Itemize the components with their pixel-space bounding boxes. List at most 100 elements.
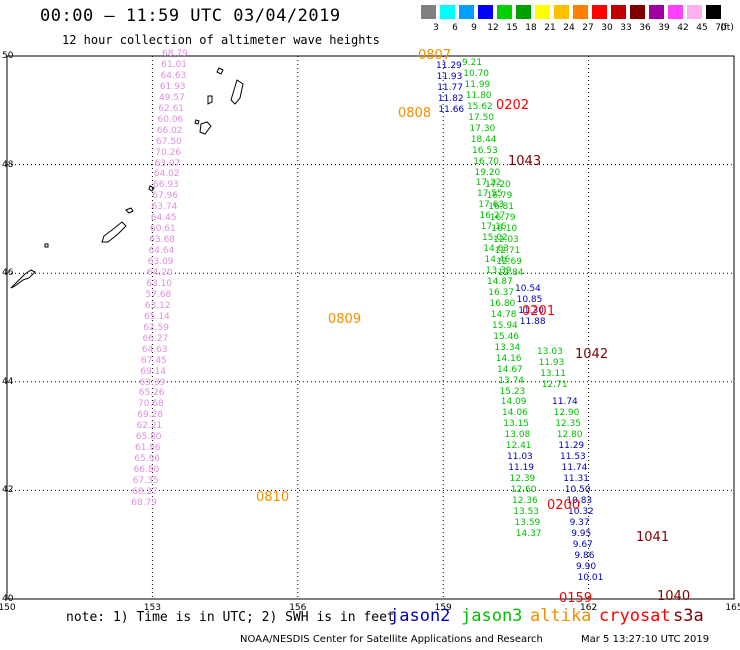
scale-label: 3 <box>433 23 439 33</box>
swh-label-cryosat: 69.14 <box>140 366 167 377</box>
swh-label-jason3: 17.55 <box>477 189 503 200</box>
swh-label-jason3: 15.23 <box>499 386 526 397</box>
swh-label-jason3c: 11.93 <box>538 358 565 368</box>
pass-time-label: 1041 <box>636 530 670 545</box>
swh-label-cryosat: 61.01 <box>161 59 188 70</box>
swh-label-jason3c: 13.03 <box>537 347 563 357</box>
swh-label-jason3: 14.06 <box>502 408 528 419</box>
pass-time-label: 0202 <box>496 98 530 113</box>
scale-label: 33 <box>620 23 632 33</box>
swh-label-cryosat: 64.63 <box>160 70 187 81</box>
swh-label-jason3b: 12.03 <box>493 235 519 245</box>
swh-label-cryosat: 61.86 <box>135 443 161 454</box>
swh-label-cryosat: 65.14 <box>144 311 170 322</box>
swh-label-jason2c: 10.50 <box>564 485 591 495</box>
swh-label-jason2c: 10.83 <box>566 496 593 506</box>
coastline <box>207 95 213 105</box>
scale-label: 21 <box>544 23 556 33</box>
map-frame <box>6 55 735 600</box>
swh-label-jason3: 17.50 <box>468 112 495 123</box>
swh-label-jason2c: 9.86 <box>574 551 595 561</box>
swh-label-cryosat: 70.68 <box>138 399 164 410</box>
swh-label-jason2c: 10.01 <box>577 573 604 583</box>
swh-label-jason3: 15.94 <box>492 320 518 331</box>
scale-label: 15 <box>506 23 518 33</box>
swh-label-jason3: 13.53 <box>513 506 540 517</box>
scale-swatch <box>421 5 436 19</box>
swh-label-cryosat: 61.93 <box>159 81 186 92</box>
scale-swatch <box>630 5 645 19</box>
swh-label-jason3: 13.34 <box>494 342 521 353</box>
swh-label-jason2a: 11.93 <box>436 71 463 82</box>
swh-label-cryosat: 57.68 <box>145 289 172 300</box>
swh-label-jason3: 16.53 <box>472 145 498 156</box>
swh-label-cryosat: 64.64 <box>148 246 175 257</box>
swh-label-jason3: 14.63 <box>483 244 510 255</box>
swh-label-jason2c: 12.90 <box>553 408 580 418</box>
page-title: 00:00 – 11:59 UTC 03/04/2019 <box>40 6 341 26</box>
swh-label-jason3b: 16.79 <box>486 191 513 201</box>
swh-label-cryosat: 63.74 <box>151 202 178 213</box>
swh-label-cryosat: 67.50 <box>156 136 182 147</box>
swh-label-jason3: 12.36 <box>512 496 538 506</box>
swh-label-jason3: 19.20 <box>474 167 501 178</box>
swh-label-cryosat: 62.21 <box>136 421 163 432</box>
swh-label-cryosat: 65.80 <box>135 432 162 443</box>
scale-swatch <box>554 5 569 19</box>
swh-label-jason2a: 11.77 <box>437 82 463 93</box>
swh-label-jason3: 14.87 <box>487 277 513 287</box>
legend-jason2: jason2 <box>389 606 451 626</box>
scale-swatch <box>573 5 588 19</box>
swh-label-jason2c: 9.95 <box>571 529 592 539</box>
swh-label-jason2c: 11.74 <box>561 463 588 473</box>
swh-label-jason3c: 12.71 <box>541 380 568 390</box>
swh-label-cryosat: 66.80 <box>133 465 160 476</box>
swh-label-jason3: 13.08 <box>504 430 531 441</box>
pass-time-label: 1040 <box>657 589 691 604</box>
scale-label: 24 <box>563 23 575 33</box>
swh-label-jason3b: 12.71 <box>494 246 521 256</box>
swh-label-cryosat: 67.35 <box>132 476 159 487</box>
swh-label-jason3: 11.99 <box>464 79 491 90</box>
swh-label-cryosat: 63.07 <box>154 158 181 169</box>
scale-label: 6 <box>452 23 458 33</box>
scale-swatch <box>592 5 607 19</box>
pass-time-label: 0809 <box>328 312 362 327</box>
swh-label-cryosat: 66.93 <box>153 180 179 191</box>
scale-label: 18 <box>525 23 537 33</box>
credit-text: NOAA/NESDIS Center for Satellite Applica… <box>240 634 543 645</box>
swh-label-jason2a: 11.82 <box>437 93 464 104</box>
lat-tick-label: 42 <box>2 485 14 496</box>
swh-label-jason3: 11.03 <box>507 452 533 463</box>
swh-label-jason3: 15.46 <box>493 331 520 342</box>
scale-label: 30 <box>601 23 613 33</box>
scale-swatch <box>516 5 531 19</box>
lon-tick-label: 162 <box>580 603 598 613</box>
swh-label-jason3: 14.67 <box>497 364 523 375</box>
coastline <box>148 185 155 192</box>
pass-time-label: 0201 <box>522 304 556 319</box>
legend-jason3: jason3 <box>461 606 523 626</box>
swh-label-jason3: 10.70 <box>463 68 490 79</box>
swh-label-jason3: 12.60 <box>510 485 537 496</box>
pass-time-label: 0159 <box>559 591 593 606</box>
swh-label-jason2c: 11.31 <box>563 474 589 484</box>
scale-unit: (ft) <box>720 23 734 33</box>
swh-label-cryosat: 68.79 <box>131 497 158 508</box>
swh-label-jason3b: 17.20 <box>485 180 511 190</box>
coastline <box>10 269 36 289</box>
swh-label-cryosat: 60.61 <box>150 224 176 235</box>
lon-tick-label: 165 <box>725 603 740 613</box>
swh-label-cryosat: 65.26 <box>138 388 165 399</box>
swh-label-jason3: 16.80 <box>489 298 516 309</box>
swh-label-jason2b: 11.30 <box>518 306 544 316</box>
swh-label-jason3: 14.46 <box>484 255 511 266</box>
scale-label: 9 <box>471 23 477 33</box>
footer-note: note: 1) Time is in UTC; 2) SWH is in fe… <box>66 610 395 625</box>
scale-swatch <box>611 5 626 19</box>
pass-time-label: 0808 <box>398 106 432 121</box>
swh-label-jason3: 12.41 <box>505 441 532 452</box>
scale-label: 42 <box>677 23 689 33</box>
swh-label-jason3b: 12.84 <box>497 268 524 278</box>
swh-label-jason3: 13.15 <box>503 419 530 430</box>
